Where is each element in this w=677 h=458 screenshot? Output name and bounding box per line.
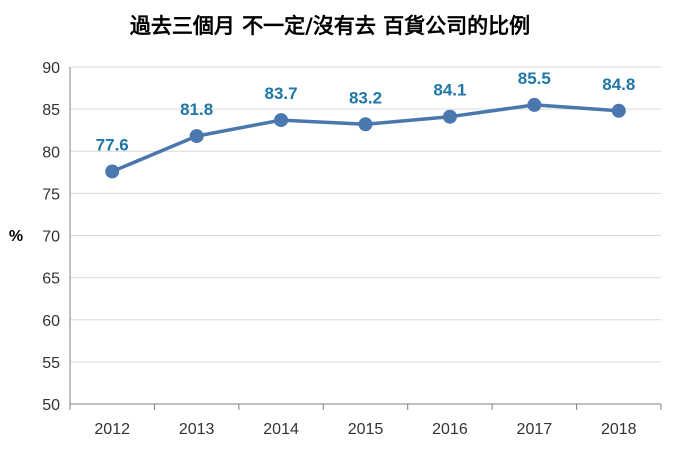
y-tick-label: 80 [42,144,60,161]
y-tick-label: 55 [42,355,60,372]
y-tick-label: 60 [42,313,60,330]
y-tick-label: 85 [42,102,60,119]
data-label: 85.5 [518,69,551,88]
data-labels: 77.6 81.8 83.7 83.2 84.1 85.5 84.8 [96,69,636,155]
data-label: 81.8 [180,100,213,119]
x-tick-label: 2013 [179,421,215,438]
data-point [189,129,204,144]
y-tick-label: 70 [42,229,60,246]
data-point [358,117,373,132]
x-tick-labels: 2012 2013 2014 2015 2016 2017 2018 [94,421,636,438]
data-label: 84.1 [433,81,466,100]
data-point [274,113,289,128]
data-label: 77.6 [96,135,129,154]
chart-title: 過去三個月 不一定/沒有去 百貨公司的比例 [130,14,530,38]
x-tick-label: 2018 [601,421,637,438]
data-point [611,103,626,118]
gridlines [70,66,661,363]
data-label: 83.7 [265,84,298,103]
data-label: 84.8 [602,75,635,94]
y-tick-label: 65 [42,271,60,288]
data-point [442,109,457,124]
x-tick-label: 2015 [348,421,384,438]
y-tick-label: 50 [42,397,60,414]
y-axis-label: % [9,228,23,245]
data-point [527,97,542,112]
axes [69,67,662,410]
data-points [105,97,626,179]
y-tick-labels: 50 55 60 65 70 75 80 85 90 [42,60,60,414]
y-tick-label: 90 [42,60,60,77]
x-tick-label: 2014 [263,421,299,438]
x-tick-label: 2016 [432,421,468,438]
x-tick-label: 2012 [94,421,130,438]
y-tick-label: 75 [42,186,60,203]
x-tick-label: 2017 [517,421,553,438]
data-point [105,164,120,179]
data-label: 83.2 [349,88,382,107]
